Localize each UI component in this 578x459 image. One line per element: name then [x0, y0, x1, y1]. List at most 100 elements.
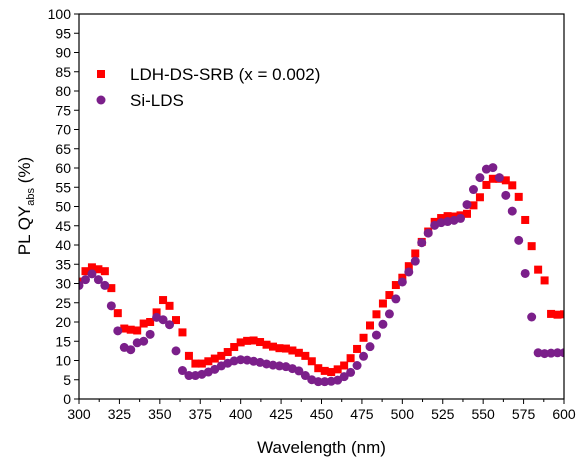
data-point-circle	[391, 294, 401, 304]
y-tick-label: 55	[55, 179, 71, 195]
data-point-circle	[313, 377, 323, 387]
data-point-square	[385, 291, 394, 300]
series-layer	[79, 163, 564, 387]
data-point-square	[256, 338, 265, 347]
data-point-circle	[346, 367, 356, 377]
data-point-circle	[352, 361, 362, 371]
x-tick-label: 525	[431, 406, 455, 422]
y-tick-label: 70	[55, 122, 71, 138]
y-tick-label: 95	[55, 25, 71, 41]
data-point-circle	[462, 200, 472, 210]
y-axis-title-subscript: abs	[25, 187, 37, 205]
data-point-square	[139, 319, 148, 328]
data-point-circle	[384, 309, 394, 319]
data-point-square	[378, 299, 387, 308]
data-point-square	[191, 359, 200, 368]
data-point-circle	[527, 312, 537, 322]
x-tick-label: 325	[108, 406, 132, 422]
y-tick-label: 20	[55, 314, 71, 330]
series-1	[79, 174, 564, 377]
data-point-circle	[553, 348, 563, 358]
data-point-circle	[520, 268, 530, 278]
data-point-square	[443, 212, 452, 221]
data-point-circle	[171, 346, 181, 356]
data-point-square	[159, 296, 168, 305]
data-point-circle	[423, 228, 433, 238]
data-point-square	[501, 176, 510, 185]
data-point-square	[404, 262, 413, 271]
data-point-circle	[501, 190, 511, 200]
data-point-circle	[80, 275, 90, 285]
y-tick-label: 5	[63, 372, 71, 388]
series-2	[79, 163, 564, 387]
data-point-square	[314, 364, 323, 373]
data-point-square	[488, 174, 497, 183]
data-point-circle	[417, 238, 427, 248]
data-point-circle	[397, 277, 407, 287]
data-point-circle	[410, 256, 420, 266]
data-point-square	[269, 342, 277, 351]
data-point-square	[320, 366, 329, 375]
x-axis: 300 325 350 375 400 425 450 475 500 525 550 575 600	[67, 399, 576, 422]
data-point-square	[133, 326, 142, 335]
data-point-square	[534, 265, 543, 274]
data-point-square	[94, 265, 103, 274]
data-point-square	[87, 263, 96, 272]
data-point-circle	[559, 348, 564, 358]
legend-marker-square	[97, 70, 105, 78]
data-point-square	[230, 343, 239, 352]
data-point-square	[152, 308, 161, 317]
data-point-square	[165, 301, 174, 310]
data-point-square	[100, 267, 109, 276]
y-axis-title-main: PL QY	[15, 206, 34, 255]
data-point-square	[391, 281, 400, 290]
data-point-square	[463, 209, 471, 218]
data-point-square	[172, 316, 180, 325]
legend: LDH-DS-SRB (x = 0.002) Si-LDS	[96, 65, 320, 110]
y-tick-label: 65	[55, 141, 71, 157]
data-point-circle	[177, 366, 187, 376]
data-point-square	[411, 249, 420, 258]
data-point-square	[307, 357, 316, 366]
data-point-circle	[507, 206, 517, 216]
x-tick-label: 400	[229, 406, 253, 422]
x-tick-label: 300	[67, 406, 91, 422]
legend-label: LDH-DS-SRB (x = 0.002)	[130, 65, 320, 84]
data-point-circle	[184, 371, 194, 381]
x-tick-label: 450	[310, 406, 334, 422]
data-point-square	[353, 344, 362, 353]
data-point-circle	[468, 185, 478, 195]
data-point-square	[217, 351, 226, 360]
data-point-square	[475, 193, 484, 202]
data-point-square	[540, 276, 549, 285]
data-point-square	[275, 344, 284, 353]
data-point-circle	[145, 329, 155, 339]
y-tick-label: 15	[55, 333, 71, 349]
data-point-square	[249, 336, 258, 345]
x-axis-title: Wavelength (nm)	[257, 438, 386, 457]
x-tick-label: 550	[471, 406, 495, 422]
y-tick-label: 80	[55, 83, 71, 99]
data-point-circle	[404, 267, 414, 277]
y-tick-label: 10	[55, 353, 71, 369]
x-tick-label: 375	[189, 406, 213, 422]
data-point-circle	[79, 280, 84, 290]
data-point-square	[210, 354, 219, 363]
y-tick-label: 0	[63, 391, 71, 407]
x-tick-label: 500	[391, 406, 415, 422]
data-point-square	[223, 348, 232, 357]
data-point-circle	[106, 301, 116, 311]
data-point-circle	[126, 345, 136, 355]
data-point-circle	[546, 348, 556, 358]
data-point-square	[197, 359, 206, 368]
data-point-circle	[294, 366, 304, 376]
data-point-square	[262, 340, 271, 349]
data-point-square	[508, 181, 517, 190]
y-tick-label: 90	[55, 45, 71, 61]
y-tick-label: 60	[55, 160, 71, 176]
y-tick-label: 35	[55, 256, 71, 272]
data-point-square	[482, 180, 491, 189]
data-point-circle	[165, 320, 175, 330]
data-point-square	[327, 368, 336, 377]
y-tick-label: 25	[55, 295, 71, 311]
